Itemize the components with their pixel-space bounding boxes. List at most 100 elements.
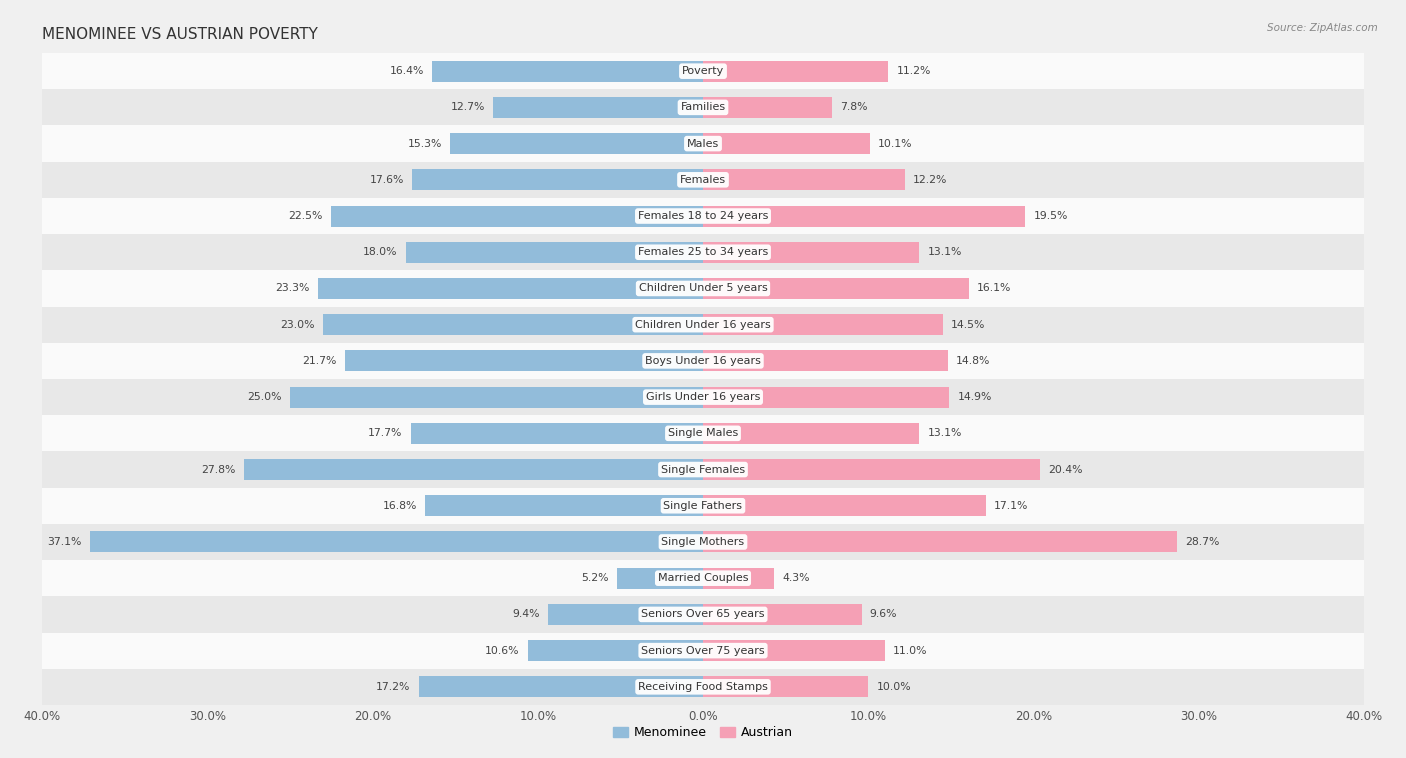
Text: 16.1%: 16.1%	[977, 283, 1011, 293]
Bar	[426, 495, 703, 516]
Text: Single Fathers: Single Fathers	[664, 501, 742, 511]
Text: 20.4%: 20.4%	[1049, 465, 1083, 475]
Bar	[323, 314, 703, 335]
Text: Males: Males	[688, 139, 718, 149]
Text: 11.2%: 11.2%	[896, 66, 931, 76]
Bar	[703, 568, 775, 589]
Text: 12.7%: 12.7%	[450, 102, 485, 112]
Bar	[42, 415, 1364, 452]
Bar	[703, 423, 920, 444]
Bar	[450, 133, 703, 154]
Text: 11.0%: 11.0%	[893, 646, 928, 656]
Bar	[703, 350, 948, 371]
Bar	[405, 242, 703, 263]
Bar	[243, 459, 703, 480]
Legend: Menominee, Austrian: Menominee, Austrian	[607, 722, 799, 744]
Text: Receiving Food Stamps: Receiving Food Stamps	[638, 682, 768, 692]
Text: 4.3%: 4.3%	[782, 573, 810, 583]
Text: 17.2%: 17.2%	[377, 682, 411, 692]
Text: 10.6%: 10.6%	[485, 646, 520, 656]
Text: 16.4%: 16.4%	[389, 66, 423, 76]
Bar	[90, 531, 703, 553]
Text: 17.7%: 17.7%	[368, 428, 402, 438]
Bar	[432, 61, 703, 82]
Text: Single Females: Single Females	[661, 465, 745, 475]
Bar	[332, 205, 703, 227]
Text: 5.2%: 5.2%	[581, 573, 609, 583]
Text: 15.3%: 15.3%	[408, 139, 441, 149]
Bar	[703, 169, 904, 190]
Bar	[703, 314, 942, 335]
Text: Married Couples: Married Couples	[658, 573, 748, 583]
Bar	[617, 568, 703, 589]
Bar	[42, 126, 1364, 161]
Text: Seniors Over 65 years: Seniors Over 65 years	[641, 609, 765, 619]
Bar	[703, 495, 986, 516]
Bar	[703, 640, 884, 661]
Text: 12.2%: 12.2%	[912, 175, 948, 185]
Text: Seniors Over 75 years: Seniors Over 75 years	[641, 646, 765, 656]
Text: Children Under 16 years: Children Under 16 years	[636, 320, 770, 330]
Bar	[703, 133, 870, 154]
Text: Poverty: Poverty	[682, 66, 724, 76]
Bar	[42, 560, 1364, 597]
Bar	[42, 271, 1364, 306]
Text: 13.1%: 13.1%	[928, 428, 962, 438]
Text: Boys Under 16 years: Boys Under 16 years	[645, 356, 761, 366]
Bar	[42, 524, 1364, 560]
Text: 37.1%: 37.1%	[48, 537, 82, 547]
Text: 27.8%: 27.8%	[201, 465, 235, 475]
Bar	[42, 379, 1364, 415]
Text: Girls Under 16 years: Girls Under 16 years	[645, 392, 761, 402]
Text: Females 18 to 24 years: Females 18 to 24 years	[638, 211, 768, 221]
Text: 25.0%: 25.0%	[247, 392, 281, 402]
Bar	[411, 423, 703, 444]
Bar	[703, 604, 862, 625]
Bar	[703, 97, 832, 118]
Bar	[703, 387, 949, 408]
Bar	[42, 452, 1364, 487]
Bar	[344, 350, 703, 371]
Bar	[42, 161, 1364, 198]
Bar	[703, 531, 1177, 553]
Text: 14.5%: 14.5%	[950, 320, 986, 330]
Text: 21.7%: 21.7%	[302, 356, 336, 366]
Bar	[703, 459, 1040, 480]
Text: Children Under 5 years: Children Under 5 years	[638, 283, 768, 293]
Bar	[419, 676, 703, 697]
Text: 18.0%: 18.0%	[363, 247, 398, 257]
Bar	[42, 632, 1364, 669]
Bar	[318, 278, 703, 299]
Text: 10.1%: 10.1%	[879, 139, 912, 149]
Text: 16.8%: 16.8%	[382, 501, 418, 511]
Text: Single Mothers: Single Mothers	[661, 537, 745, 547]
Bar	[494, 97, 703, 118]
Bar	[412, 169, 703, 190]
Text: 14.9%: 14.9%	[957, 392, 991, 402]
Text: 19.5%: 19.5%	[1033, 211, 1067, 221]
Text: 23.0%: 23.0%	[280, 320, 315, 330]
Bar	[703, 205, 1025, 227]
Text: 22.5%: 22.5%	[288, 211, 323, 221]
Bar	[290, 387, 703, 408]
Bar	[42, 597, 1364, 632]
Text: 28.7%: 28.7%	[1185, 537, 1220, 547]
Bar	[42, 343, 1364, 379]
Bar	[548, 604, 703, 625]
Text: Families: Families	[681, 102, 725, 112]
Bar	[42, 234, 1364, 271]
Bar	[42, 53, 1364, 89]
Text: 10.0%: 10.0%	[876, 682, 911, 692]
Text: Source: ZipAtlas.com: Source: ZipAtlas.com	[1267, 23, 1378, 33]
Bar	[42, 198, 1364, 234]
Text: Females: Females	[681, 175, 725, 185]
Text: Females 25 to 34 years: Females 25 to 34 years	[638, 247, 768, 257]
Text: 23.3%: 23.3%	[276, 283, 309, 293]
Bar	[42, 487, 1364, 524]
Text: 9.4%: 9.4%	[512, 609, 540, 619]
Bar	[42, 669, 1364, 705]
Text: 9.6%: 9.6%	[870, 609, 897, 619]
Text: MENOMINEE VS AUSTRIAN POVERTY: MENOMINEE VS AUSTRIAN POVERTY	[42, 27, 318, 42]
Bar	[527, 640, 703, 661]
Bar	[703, 242, 920, 263]
